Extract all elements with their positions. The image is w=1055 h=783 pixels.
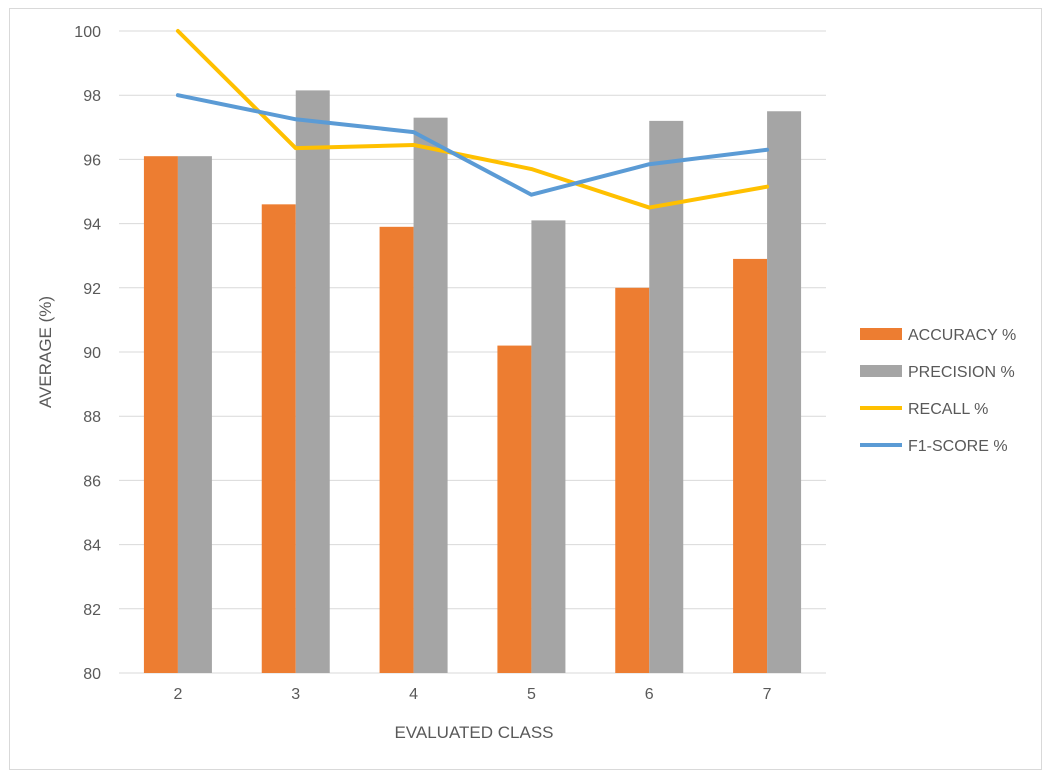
y-tick-label: 100	[74, 24, 101, 41]
x-axis-title: EVALUATED CLASS	[394, 723, 553, 742]
bar-accuracy	[261, 204, 296, 673]
y-tick-label: 86	[83, 473, 101, 490]
x-tick-label: 6	[645, 686, 654, 703]
x-tick-label: 4	[409, 686, 418, 703]
bar-precision	[413, 117, 448, 674]
y-tick-label: 90	[83, 345, 101, 362]
y-tick-label: 80	[83, 666, 101, 683]
y-tick-label: 82	[83, 602, 101, 619]
y-tick-label: 94	[83, 217, 101, 234]
bar-precision	[649, 120, 684, 673]
x-tick-label: 7	[763, 686, 772, 703]
line-recall	[175, 29, 770, 210]
legend: ACCURACY % PRECISION % RECALL % F1-SCORE %	[860, 327, 1016, 455]
x-tick-label: 2	[173, 686, 182, 703]
bar-precision	[767, 111, 802, 673]
legend-label: RECALL %	[908, 401, 988, 418]
legend-label: PRECISION %	[908, 364, 1015, 381]
bar-precision	[295, 90, 330, 673]
bar-accuracy	[615, 287, 650, 673]
bar-precision	[531, 220, 566, 673]
chart-frame	[9, 8, 1042, 770]
bar-accuracy	[733, 258, 768, 673]
bars	[143, 90, 802, 674]
legend-swatch	[860, 328, 902, 340]
bar-accuracy	[497, 345, 532, 673]
bar-accuracy	[143, 156, 178, 673]
legend-swatch	[860, 365, 902, 377]
x-axis-ticks: 2 3 4 5 6 7	[173, 686, 771, 703]
bar-accuracy	[379, 226, 414, 673]
gridlines	[119, 30, 826, 674]
y-axis-title: AVERAGE (%)	[36, 296, 55, 408]
y-tick-label: 96	[83, 152, 101, 169]
y-tick-label: 88	[83, 409, 101, 426]
x-tick-label: 5	[527, 686, 536, 703]
y-axis-ticks: 80 82 84 86 88 90 92 94 96 98 100	[74, 24, 101, 683]
legend-label: ACCURACY %	[908, 327, 1016, 344]
x-tick-label: 3	[291, 686, 300, 703]
y-tick-label: 98	[83, 88, 101, 105]
lines	[175, 29, 770, 210]
bar-precision	[177, 156, 212, 673]
y-tick-label: 84	[83, 538, 101, 555]
legend-label: F1-SCORE %	[908, 438, 1008, 455]
y-tick-label: 92	[83, 281, 101, 298]
line-f1-score	[175, 93, 770, 197]
